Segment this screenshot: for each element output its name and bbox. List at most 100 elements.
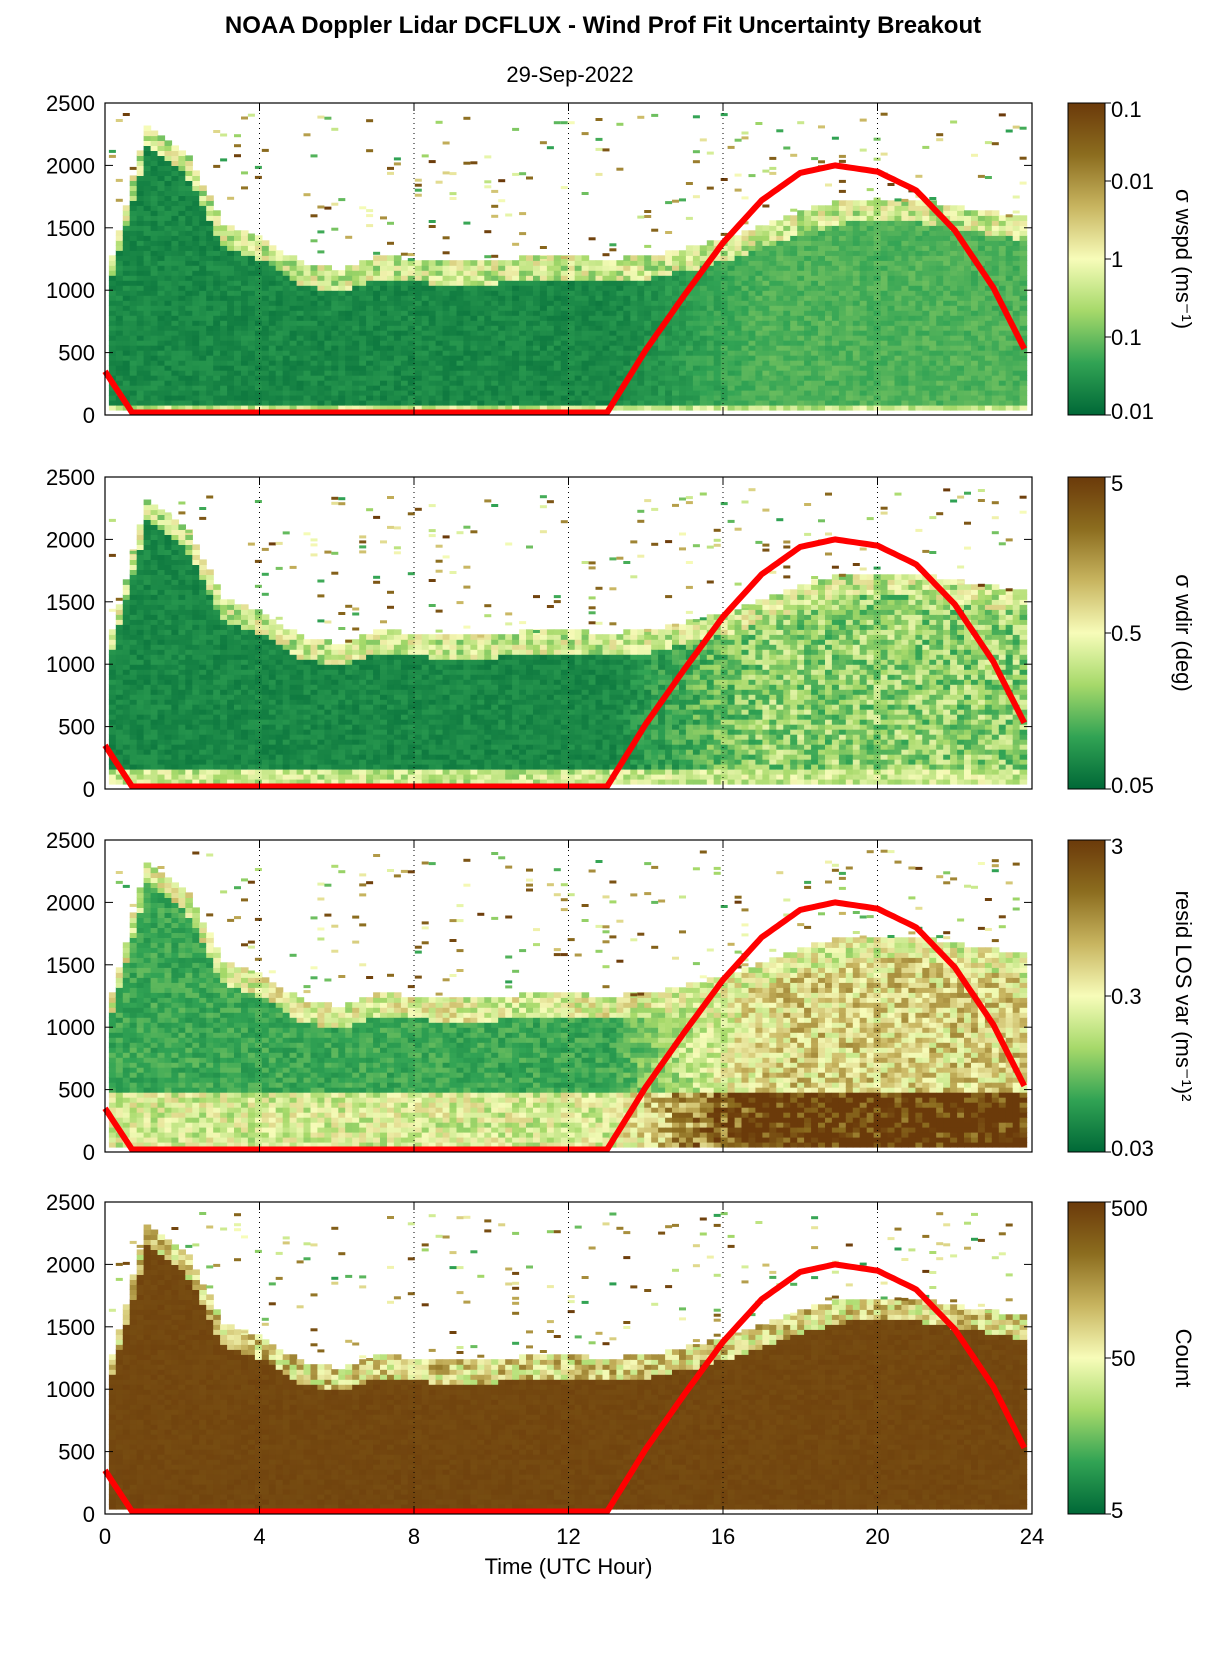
- heatmap-cell: [456, 310, 465, 316]
- heatmap-cell: [421, 310, 430, 316]
- heatmap-cell: [804, 290, 812, 296]
- heatmap-cell: [373, 340, 381, 346]
- heatmap-cell: [574, 350, 583, 356]
- heatmap-cell: [574, 395, 583, 401]
- heatmap-cell: [387, 380, 395, 386]
- heatmap-cell: [526, 355, 534, 361]
- heatmap-cell: [783, 305, 791, 311]
- heatmap-cell: [108, 255, 117, 261]
- heatmap-cell: [790, 345, 798, 351]
- heatmap-cell: [685, 305, 694, 311]
- heatmap-cell: [324, 340, 332, 346]
- heatmap-cell: [943, 395, 951, 401]
- heatmap-cell: [672, 315, 680, 321]
- heatmap-cell: [157, 185, 166, 191]
- heatmap-cell: [199, 345, 207, 351]
- heatmap-cell: [345, 285, 353, 291]
- heatmap-cell: [414, 178, 422, 182]
- heatmap-cell: [380, 405, 388, 411]
- heatmap-cell: [713, 265, 722, 271]
- heatmap-cell: [268, 300, 277, 306]
- heatmap-cell: [470, 270, 478, 276]
- heatmap-cell: [762, 235, 770, 241]
- heatmap-cell: [352, 375, 360, 381]
- heatmap-cell: [915, 380, 923, 386]
- heatmap-cell: [901, 320, 909, 326]
- heatmap-cell: [220, 133, 228, 137]
- heatmap-cell: [136, 255, 145, 261]
- heatmap-cell: [206, 265, 214, 271]
- heatmap-cell: [838, 370, 847, 376]
- heatmap-cell: [776, 385, 784, 391]
- heatmap-cell: [352, 285, 360, 291]
- heatmap-cell: [449, 395, 458, 401]
- heatmap-cell: [414, 375, 423, 381]
- heatmap-cell: [192, 340, 200, 346]
- heatmap-cell: [831, 265, 840, 271]
- heatmap-cell: [178, 375, 186, 381]
- heatmap-cell: [234, 230, 242, 236]
- heatmap-cell: [769, 395, 777, 401]
- heatmap-cell: [755, 245, 763, 251]
- heatmap-cell: [922, 265, 930, 271]
- heatmap-cell: [414, 193, 422, 197]
- heatmap-cell: [790, 340, 798, 346]
- heatmap-cell: [108, 365, 117, 371]
- heatmap-cell: [880, 315, 889, 321]
- heatmap-cell: [720, 390, 729, 396]
- heatmap-cell: [192, 210, 200, 216]
- heatmap-cell: [254, 400, 263, 406]
- heatmap-cell: [644, 315, 652, 321]
- heatmap-cell: [428, 380, 437, 386]
- heatmap-cell: [241, 270, 249, 276]
- heatmap-cell: [192, 295, 200, 301]
- heatmap-cell: [574, 310, 583, 316]
- heatmap-cell: [122, 250, 131, 256]
- heatmap-cell: [838, 400, 847, 406]
- heatmap-cell: [296, 340, 305, 346]
- heatmap-cell: [991, 385, 1000, 391]
- heatmap-cell: [991, 275, 1000, 281]
- heatmap-cell: [977, 255, 986, 261]
- heatmap-cell: [574, 370, 583, 376]
- heatmap-cell: [143, 185, 152, 191]
- heatmap-cell: [338, 395, 346, 401]
- heatmap-cell: [971, 315, 979, 321]
- heatmap-cell: [213, 375, 221, 381]
- heatmap-cell: [380, 380, 388, 386]
- heatmap-cell: [227, 360, 235, 366]
- heatmap-cell: [192, 235, 200, 241]
- heatmap-cell: [241, 375, 249, 381]
- y-tick-label: 2000: [46, 153, 95, 178]
- heatmap-cell: [825, 305, 833, 311]
- heatmap-cell: [338, 335, 346, 341]
- heatmap-cell: [247, 385, 256, 391]
- heatmap-cell: [185, 235, 193, 241]
- heatmap-cell: [150, 155, 159, 161]
- heatmap-cell: [880, 345, 889, 351]
- heatmap-cell: [977, 335, 986, 341]
- heatmap-cell: [533, 270, 541, 276]
- heatmap-cell: [831, 370, 840, 376]
- heatmap-cell: [366, 280, 374, 286]
- heatmap-cell: [727, 340, 736, 346]
- heatmap-cell: [512, 345, 520, 351]
- heatmap-cell: [950, 280, 958, 286]
- heatmap-cell: [818, 350, 826, 356]
- heatmap-cell: [741, 310, 750, 316]
- heatmap-cell: [164, 405, 173, 411]
- heatmap-cell: [136, 240, 145, 246]
- heatmap-cell: [679, 340, 687, 346]
- heatmap-cell: [150, 200, 159, 206]
- heatmap-cell: [234, 400, 242, 406]
- heatmap-cell: [428, 365, 437, 371]
- heatmap-cell: [449, 265, 458, 271]
- heatmap-cell: [380, 216, 387, 220]
- heatmap-cell: [442, 340, 451, 346]
- heatmap-cell: [428, 285, 437, 291]
- heatmap-cell: [581, 335, 590, 341]
- heatmap-cell: [247, 113, 255, 117]
- heatmap-cell: [665, 231, 673, 234]
- heatmap-cell: [213, 235, 221, 241]
- heatmap-cell: [449, 380, 458, 386]
